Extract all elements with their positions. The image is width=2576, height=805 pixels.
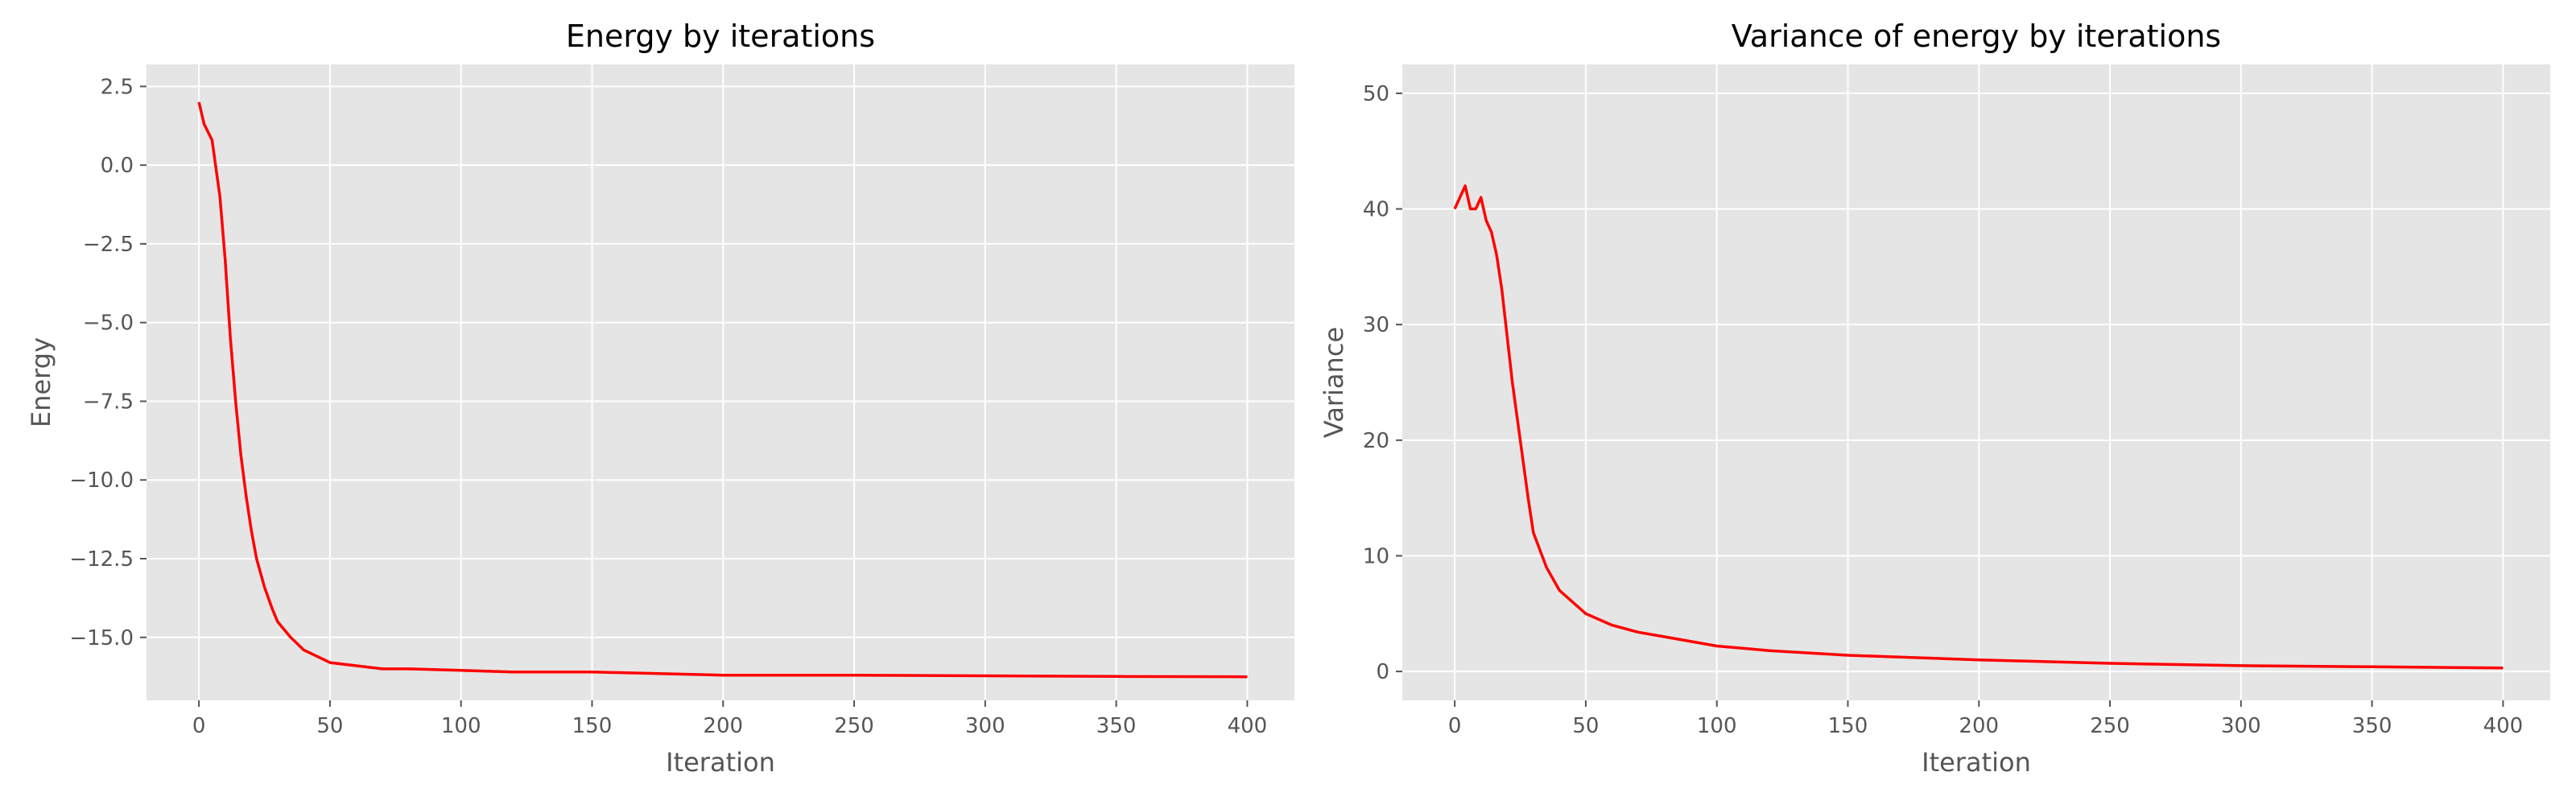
variance-y-tick-label: 30: [1363, 313, 1389, 337]
variance-x-tick-label: 350: [2352, 714, 2392, 738]
energy-series: [197, 101, 1248, 679]
variance-y-tick-label: 20: [1363, 429, 1389, 453]
energy-y-tick-label: −7.5: [83, 390, 134, 414]
variance-ticks: 0 50 100 150 200 250 300 350 400 0 10 20 30 40 50: [1363, 82, 2523, 738]
energy-y-tick-label: −12.5: [69, 547, 134, 572]
variance-y-tick-label: 50: [1363, 82, 1389, 106]
energy-y-axis-label: Energy: [26, 337, 56, 427]
variance-x-tick-label: 50: [1572, 714, 1599, 738]
energy-y-tick-label: 0.0: [101, 154, 134, 178]
variance-series: [1453, 184, 2504, 670]
energy-plot-area: [147, 64, 1294, 700]
variance-x-tick-label: 150: [1828, 714, 1868, 738]
energy-y-tick-label: −5.0: [83, 312, 134, 336]
variance-x-tick-label: 0: [1448, 714, 1462, 738]
energy-x-tick-label: 350: [1096, 714, 1137, 738]
energy-title: Energy by iterations: [566, 19, 875, 54]
energy-x-tick-label: 250: [834, 714, 874, 738]
energy-grid: [147, 64, 1294, 700]
variance-y-tick-label: 40: [1363, 198, 1389, 222]
variance-x-tick-label: 250: [2090, 714, 2130, 738]
energy-y-tick-label: 2.5: [101, 75, 134, 99]
variance-line: [1453, 184, 2504, 670]
energy-x-tick-label: 400: [1228, 714, 1268, 738]
energy-x-tick-label: 150: [572, 714, 613, 738]
variance-x-axis-label: Iteration: [1922, 747, 2031, 778]
energy-x-tick-label: 200: [703, 714, 743, 738]
energy-y-tick-label: −2.5: [83, 233, 134, 257]
energy-ticks: 0 50 100 150 200 250 300 350 400 2.5 0.0 −2.5 −5.0 −7…: [69, 75, 1267, 738]
energy-x-tick-label: 100: [441, 714, 481, 738]
variance-grid: [1402, 64, 2550, 700]
energy-y-tick-label: −10.0: [69, 469, 134, 493]
variance-plot-area: [1402, 64, 2550, 700]
variance-panel: 0 50 100 150 200 250 300 350 400 0 10 20 30 40 50 Vari…: [1319, 19, 2550, 778]
variance-x-tick-label: 300: [2221, 714, 2261, 738]
energy-x-tick-label: 0: [192, 714, 206, 738]
energy-line: [197, 101, 1248, 679]
energy-x-axis-label: Iteration: [666, 747, 775, 778]
variance-y-tick-label: 0: [1376, 660, 1389, 684]
variance-x-tick-label: 100: [1697, 714, 1737, 738]
energy-panel: 0 50 100 150 200 250 300 350 400 2.5 0.0 −2.5 −5.0 −7…: [26, 19, 1294, 778]
variance-x-tick-label: 200: [1959, 714, 1999, 738]
variance-x-tick-label: 400: [2483, 714, 2524, 738]
energy-x-tick-label: 300: [965, 714, 1005, 738]
variance-y-axis-label: Variance: [1319, 327, 1349, 438]
energy-y-tick-label: −15.0: [69, 626, 134, 650]
variance-title: Variance of energy by iterations: [1732, 19, 2221, 54]
energy-x-tick-label: 50: [316, 714, 343, 738]
variance-y-tick-label: 10: [1363, 544, 1389, 568]
